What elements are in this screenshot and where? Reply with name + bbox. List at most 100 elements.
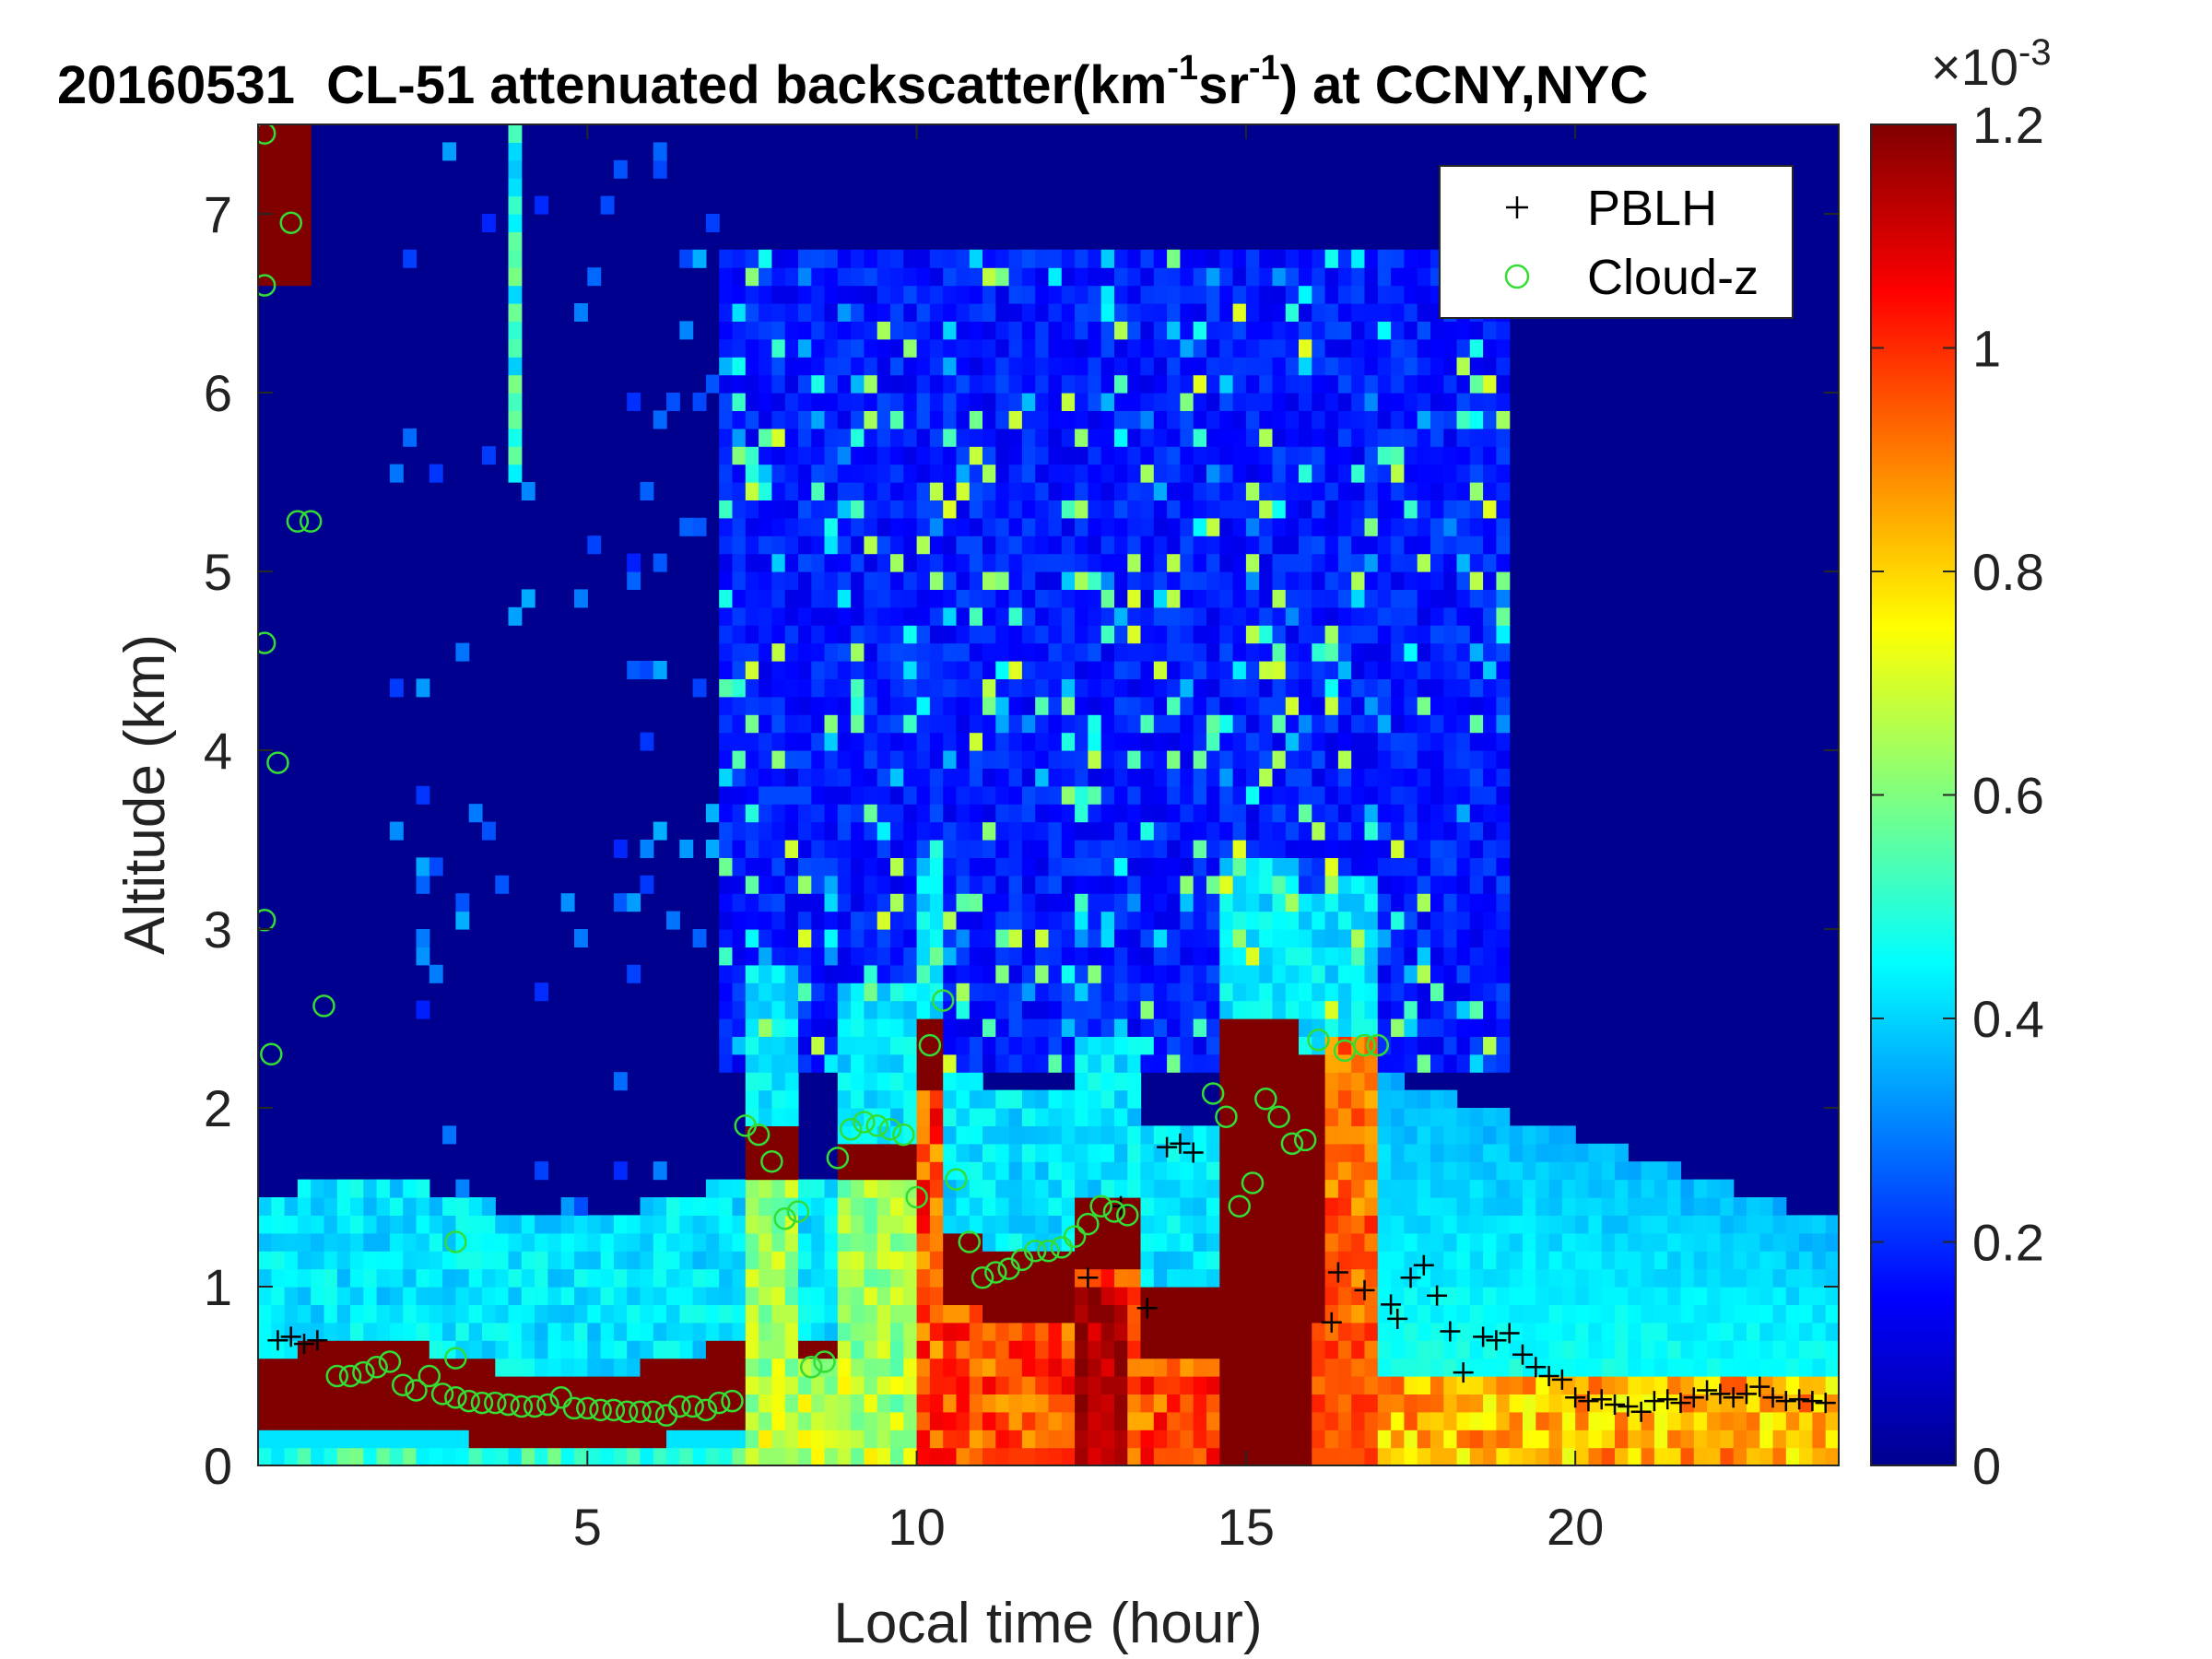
heatmap-cell (1523, 1125, 1536, 1145)
heatmap-cell (798, 357, 812, 376)
heatmap-cell (1100, 589, 1115, 608)
heatmap-cell (877, 911, 891, 930)
heatmap-cell (1337, 482, 1352, 500)
heatmap-cell (745, 875, 759, 894)
heatmap-cell (1601, 1143, 1616, 1162)
heatmap-cell (258, 124, 272, 143)
heatmap-cell (1641, 1232, 1655, 1252)
heatmap-cell (1285, 804, 1300, 823)
heatmap-cell (1206, 1125, 1220, 1145)
heatmap-cell (1008, 661, 1023, 679)
heatmap-cell (547, 1232, 562, 1252)
heatmap-cell (982, 1358, 996, 1377)
heatmap-cell (956, 947, 971, 966)
heatmap-cell (1404, 500, 1418, 519)
heatmap-cell (1324, 893, 1339, 912)
heatmap-cell (1351, 1394, 1366, 1413)
heatmap-cell (771, 857, 786, 877)
heatmap-cell (1285, 964, 1300, 983)
heatmap-cell (1404, 1179, 1418, 1198)
heatmap-cell (916, 1072, 931, 1091)
heatmap-cell (864, 840, 878, 858)
heatmap-cell (1483, 1108, 1497, 1126)
heatmap-cell (1114, 267, 1128, 287)
heatmap-cell (759, 1268, 772, 1288)
heatmap-cell (732, 500, 747, 519)
heatmap-cell (995, 482, 1010, 500)
heatmap-cell (1272, 1179, 1287, 1198)
heatmap-cell (1588, 1322, 1603, 1341)
heatmap-cell (1193, 1447, 1207, 1465)
heatmap-cell (1364, 1197, 1379, 1216)
heatmap-cell (903, 267, 918, 287)
heatmap-cell (1469, 1161, 1484, 1181)
heatmap-cell (1245, 696, 1260, 715)
heatmap-cell (1232, 393, 1247, 411)
heatmap-cell (1259, 1287, 1274, 1305)
heatmap-cell (943, 357, 958, 376)
heatmap-cell (1733, 1287, 1747, 1305)
heatmap-cell (1601, 1232, 1616, 1252)
heatmap-cell (1008, 804, 1023, 823)
heatmap-cell (995, 1089, 1010, 1109)
heatmap-cell (1483, 589, 1497, 608)
heatmap-cell (666, 393, 680, 411)
heatmap-cell (495, 1268, 510, 1288)
heatmap-cell (350, 1447, 364, 1465)
heatmap-cell (771, 410, 786, 429)
heatmap-cell (1364, 1376, 1379, 1394)
heatmap-cell (1456, 785, 1471, 805)
heatmap-cell (1153, 1215, 1168, 1234)
heatmap-cell (1180, 1197, 1194, 1216)
heatmap-cell (890, 1358, 904, 1377)
heatmap-cell (969, 446, 983, 465)
heatmap-cell (1272, 606, 1287, 626)
heatmap-cell (1299, 875, 1312, 894)
heatmap-cell (916, 964, 931, 983)
heatmap-cell (956, 1430, 971, 1449)
heatmap-cell (1075, 750, 1088, 769)
heatmap-cell (1232, 893, 1247, 912)
heatmap-cell (784, 428, 799, 447)
heatmap-cell (982, 1251, 996, 1270)
heatmap-cell (877, 1089, 891, 1109)
heatmap-cell (1259, 840, 1274, 858)
heatmap-cell (1496, 1108, 1511, 1126)
heatmap-cell (943, 1197, 958, 1216)
heatmap-cell (1496, 947, 1511, 966)
heatmap-cell (1206, 553, 1220, 572)
heatmap-cell (1404, 750, 1418, 769)
heatmap-cell (1443, 982, 1458, 1002)
heatmap-cell (1561, 1430, 1576, 1449)
heatmap-cell (1206, 696, 1220, 715)
heatmap-cell (1088, 875, 1102, 894)
heatmap-cell (1404, 785, 1418, 805)
heatmap-cell (1324, 857, 1339, 877)
heatmap-cell (1140, 982, 1155, 1002)
heatmap-cell (1324, 1108, 1339, 1126)
heatmap-cell (587, 1215, 602, 1234)
heatmap-cell (1206, 267, 1220, 287)
heatmap-cell (1021, 321, 1036, 340)
heatmap-cell (1035, 303, 1050, 322)
heatmap-cell (759, 1447, 772, 1465)
heatmap-cell (1100, 1304, 1115, 1324)
heatmap-cell (1312, 249, 1326, 268)
heatmap-cell (1035, 500, 1050, 519)
heatmap-cell (929, 1268, 944, 1288)
heatmap-cell (1008, 374, 1023, 394)
heatmap-cell (1219, 374, 1234, 394)
heatmap-cell (416, 1000, 430, 1019)
heatmap-cell (1180, 857, 1194, 877)
heatmap-cell (1272, 571, 1287, 590)
heatmap-cell (1364, 249, 1379, 268)
heatmap-cell (851, 1411, 865, 1430)
title-prefix: CL-51 attenuated backscatter(km (326, 55, 1167, 115)
heatmap-cell (1061, 804, 1076, 823)
heatmap-cell (508, 1376, 523, 1394)
heatmap-cell (1259, 1053, 1274, 1073)
heatmap-cell (956, 750, 971, 769)
heatmap-cell (837, 589, 852, 608)
heatmap-cell (759, 1411, 772, 1430)
heatmap-cell (1259, 1322, 1274, 1341)
